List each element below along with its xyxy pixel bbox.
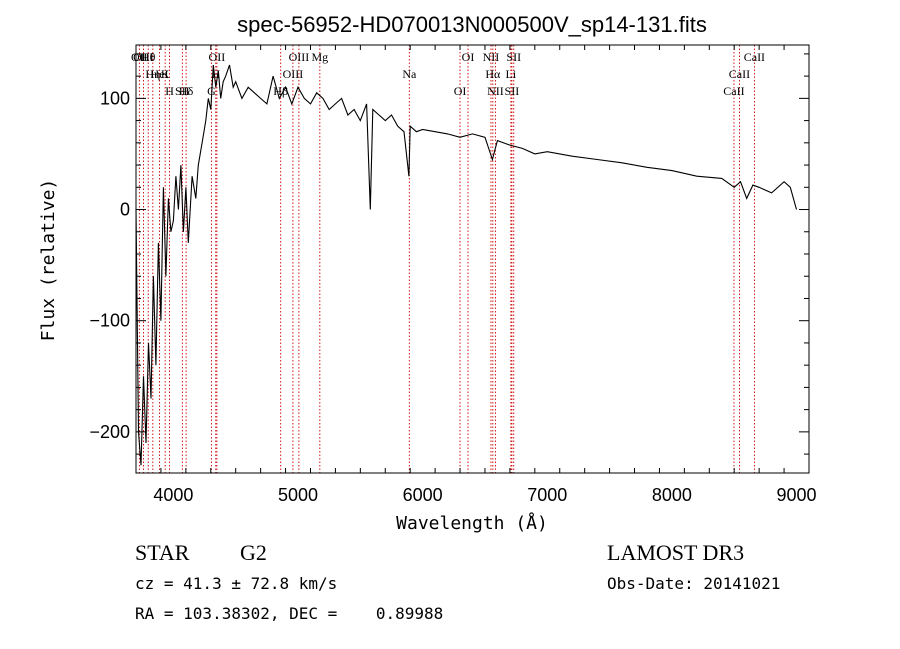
- y-tick-label: 0: [120, 200, 130, 220]
- line-label: Na: [402, 67, 417, 81]
- line-label: OIII: [283, 67, 304, 81]
- x-tick-label: 5000: [278, 485, 318, 505]
- line-label: OI: [462, 50, 475, 64]
- object-subclass: G2: [240, 540, 267, 565]
- line-label: K: [161, 67, 170, 81]
- y-tick-label: −200: [89, 422, 130, 442]
- survey-label: LAMOST DR3: [607, 540, 745, 565]
- y-axis: −200 −100 0 100: [89, 53, 809, 455]
- line-label: SII: [506, 50, 521, 64]
- line-label: CaII: [723, 84, 744, 98]
- redshift-readout: cz = 41.3 ± 72.8 km/s: [135, 574, 338, 593]
- line-label: SII: [175, 84, 190, 98]
- x-tick-label: 9000: [777, 485, 817, 505]
- spectral-line-markers: [138, 45, 755, 473]
- line-label: Li: [506, 67, 517, 81]
- object-class: STAR: [135, 540, 190, 565]
- line-label: H: [165, 84, 174, 98]
- line-label: OII: [131, 50, 148, 64]
- line-label: OIII: [289, 50, 310, 64]
- obs-date: Obs-Date: 20141021: [607, 574, 781, 593]
- y-tick-label: −100: [89, 311, 130, 331]
- chart-title: spec-56952-HD070013N000500V_sp14-131.fit…: [237, 12, 707, 37]
- line-label: H: [211, 67, 220, 81]
- x-tick-label: 4000: [153, 485, 193, 505]
- spectrum-line: [135, 64, 798, 466]
- line-label: Hη: [145, 67, 160, 81]
- line-label: HeI: [151, 67, 169, 81]
- x-axis-label: Wavelength (Å): [396, 512, 548, 534]
- x-tick-label: 7000: [527, 485, 567, 505]
- x-axis: 4000 5000 6000 7000 8000 9000: [135, 45, 817, 505]
- line-label: NII: [483, 50, 500, 64]
- radec-readout: RA = 103.38302, DEC = 0.89988: [135, 604, 444, 623]
- line-label: CaII: [729, 67, 750, 81]
- x-tick-label: 6000: [403, 485, 443, 505]
- line-label: OII: [209, 50, 226, 64]
- y-axis-label: Flux (relative): [38, 179, 59, 342]
- line-label: Hθ: [141, 50, 156, 64]
- line-label: Mg: [311, 50, 328, 64]
- line-label: Hβ: [273, 84, 288, 98]
- y-tick-label: 100: [100, 88, 130, 108]
- line-label: SII: [505, 84, 520, 98]
- line-label: Hδ: [179, 84, 194, 98]
- line-label: Hα: [485, 67, 501, 81]
- x-tick-label: 8000: [652, 485, 692, 505]
- spectral-line-labels: HθKHδOIIHeISIIOIIIHηHOIIHGOIIIOIIIHβMgNa…: [131, 50, 765, 98]
- line-label: OI: [454, 84, 467, 98]
- plot-frame: [135, 44, 810, 474]
- line-label: NII: [487, 84, 504, 98]
- line-label: CaII: [744, 50, 765, 64]
